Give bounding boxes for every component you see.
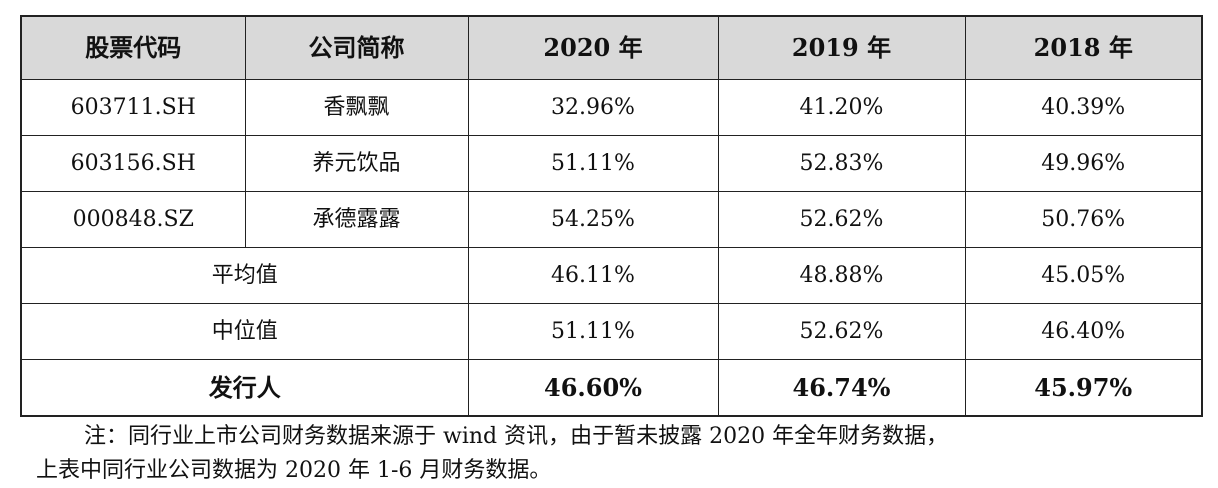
- table-body: 603711.SH 香飘飘 32.96% 41.20% 40.39% 60315…: [20, 79, 1203, 417]
- table-row: 603711.SH 香飘飘 32.96% 41.20% 40.39%: [20, 79, 1203, 136]
- issuer-row: 发行人 46.60% 46.74% 45.97%: [20, 359, 1203, 417]
- table-row: 603156.SH 养元饮品 51.11% 52.83% 49.96%: [20, 135, 1203, 192]
- comparison-table-container: 股票代码 公司简称 2020 年 2019 年 2018 年 603711.SH…: [20, 15, 1203, 417]
- stock-code-cell: 603156.SH: [20, 135, 246, 192]
- footnote-line-1: 注：同行业上市公司财务数据来源于 wind 资讯，由于暂未披露 2020 年全年…: [36, 420, 1206, 454]
- company-name-cell: 香飘飘: [244, 79, 469, 136]
- value-2019-cell: 41.20%: [717, 79, 966, 136]
- stock-code-cell: 000848.SZ: [20, 191, 246, 248]
- value-2020-cell: 54.25%: [467, 191, 719, 248]
- header-year-2020: 2020 年: [467, 15, 719, 80]
- value-2018-cell: 49.96%: [964, 135, 1203, 192]
- company-name-cell: 养元饮品: [244, 135, 469, 192]
- value-2019-cell: 52.62%: [717, 303, 966, 360]
- value-2019-cell: 52.83%: [717, 135, 966, 192]
- summary-row-median: 中位值 51.11% 52.62% 46.40%: [20, 303, 1203, 360]
- table-footnote: 注：同行业上市公司财务数据来源于 wind 资讯，由于暂未披露 2020 年全年…: [36, 420, 1206, 488]
- header-company-name: 公司简称: [244, 15, 469, 80]
- header-year-2018: 2018 年: [964, 15, 1203, 80]
- summary-row-average: 平均值 46.11% 48.88% 45.05%: [20, 247, 1203, 304]
- value-2018-cell: 40.39%: [964, 79, 1203, 136]
- header-row: 股票代码 公司简称 2020 年 2019 年 2018 年: [20, 15, 1203, 80]
- footnote-line-2: 上表中同行业公司数据为 2020 年 1-6 月财务数据。: [36, 458, 552, 483]
- issuer-value-2020-cell: 46.60%: [467, 359, 719, 417]
- value-2020-cell: 46.11%: [467, 247, 719, 304]
- stock-code-cell: 603711.SH: [20, 79, 246, 136]
- value-2018-cell: 50.76%: [964, 191, 1203, 248]
- value-2019-cell: 52.62%: [717, 191, 966, 248]
- table-row: 000848.SZ 承德露露 54.25% 52.62% 50.76%: [20, 191, 1203, 248]
- footnote-text-1: 注：同行业上市公司财务数据来源于 wind 资讯，由于暂未披露 2020 年全年…: [84, 424, 949, 449]
- table-header: 股票代码 公司简称 2020 年 2019 年 2018 年: [20, 15, 1203, 80]
- value-2020-cell: 51.11%: [467, 303, 719, 360]
- summary-label-cell: 平均值: [20, 247, 469, 304]
- issuer-label-cell: 发行人: [20, 359, 469, 417]
- value-2020-cell: 32.96%: [467, 79, 719, 136]
- issuer-value-2018-cell: 45.97%: [964, 359, 1203, 417]
- value-2020-cell: 51.11%: [467, 135, 719, 192]
- header-year-2019: 2019 年: [717, 15, 966, 80]
- issuer-value-2019-cell: 46.74%: [717, 359, 966, 417]
- value-2018-cell: 46.40%: [964, 303, 1203, 360]
- company-name-cell: 承德露露: [244, 191, 469, 248]
- value-2019-cell: 48.88%: [717, 247, 966, 304]
- value-2018-cell: 45.05%: [964, 247, 1203, 304]
- summary-label-cell: 中位值: [20, 303, 469, 360]
- comparison-table: 股票代码 公司简称 2020 年 2019 年 2018 年 603711.SH…: [20, 15, 1203, 417]
- header-stock-code: 股票代码: [20, 15, 246, 80]
